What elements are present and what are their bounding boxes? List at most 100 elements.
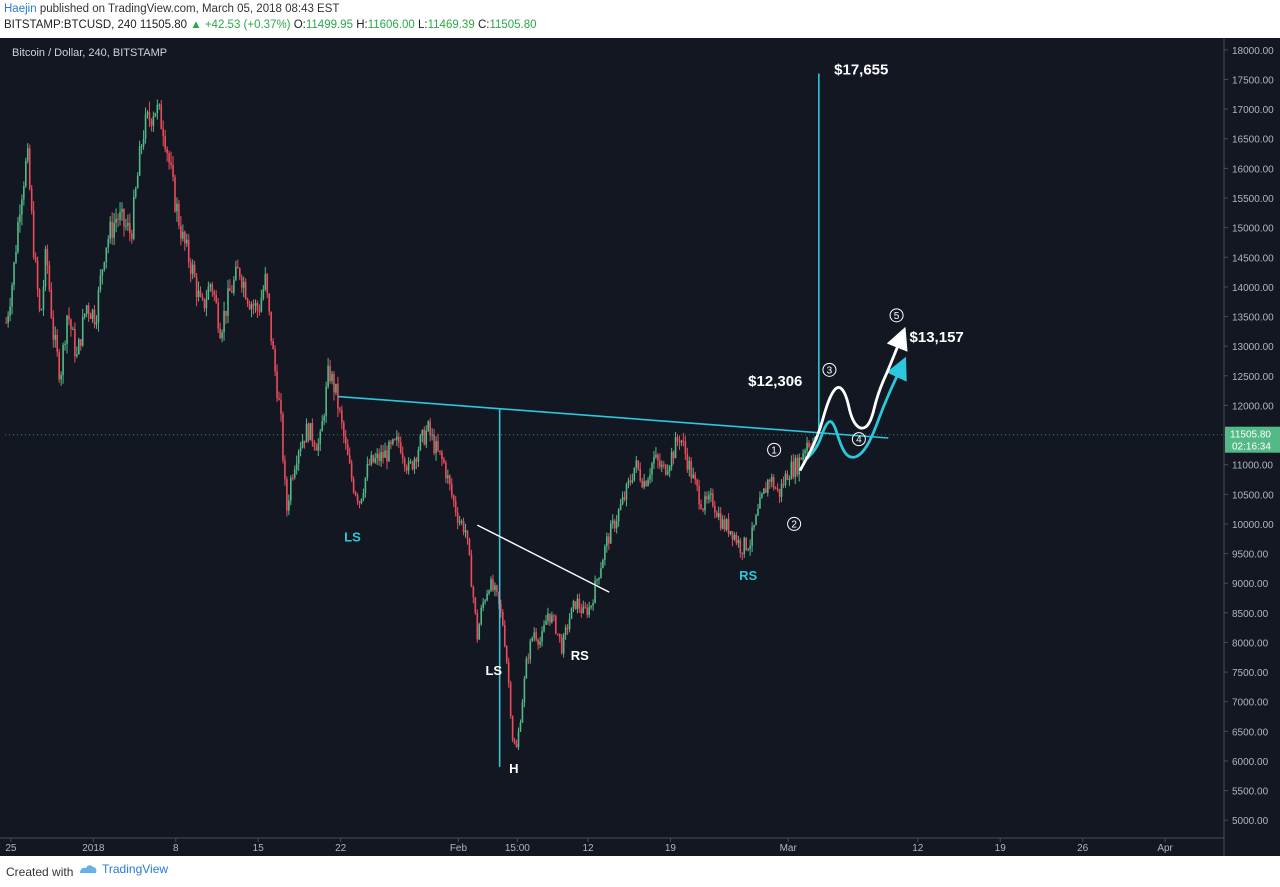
candle-body xyxy=(564,627,567,635)
candle-body xyxy=(668,466,671,472)
candle-body xyxy=(60,374,62,380)
x-tick-label: Apr xyxy=(1157,843,1173,854)
candle-body xyxy=(582,606,585,614)
x-tick-label: 2018 xyxy=(82,843,105,854)
candle-body xyxy=(107,239,110,248)
candle-body xyxy=(804,450,806,454)
candle-body xyxy=(741,552,744,555)
tradingview-link[interactable]: TradingView xyxy=(78,862,168,876)
candle-body xyxy=(162,129,165,137)
candle-body xyxy=(592,603,594,606)
candle-body xyxy=(474,597,477,613)
candle-body xyxy=(464,530,467,533)
y-tick-label: 14000.00 xyxy=(1232,283,1274,294)
candle-body xyxy=(290,477,292,501)
candle-body xyxy=(517,731,520,748)
candle-body xyxy=(623,497,626,500)
candle-body xyxy=(85,305,88,314)
candle-body xyxy=(682,440,685,442)
plot-area xyxy=(5,38,1224,838)
candle-body xyxy=(521,702,524,723)
candle-body xyxy=(437,441,439,451)
candle-body xyxy=(759,497,761,509)
candle-body xyxy=(403,458,406,467)
candle-body xyxy=(765,488,767,493)
y-tick-label: 16500.00 xyxy=(1232,135,1274,146)
wave-label-number: 4 xyxy=(856,435,862,446)
candle-body xyxy=(154,113,157,117)
candle-body xyxy=(327,365,329,387)
candle-body xyxy=(460,521,463,523)
candle-body xyxy=(657,454,659,461)
candle-body xyxy=(625,484,628,500)
y-tick-label: 10000.00 xyxy=(1232,520,1274,531)
candle-body xyxy=(93,309,96,325)
candle-body xyxy=(229,288,231,292)
candle-body xyxy=(643,481,645,488)
candle-body xyxy=(627,480,630,485)
candle-body xyxy=(227,288,229,316)
wave-label-number: 5 xyxy=(894,311,900,322)
candle-body xyxy=(201,296,204,299)
candle-body xyxy=(17,222,19,253)
candle-body xyxy=(735,534,738,544)
candle-body xyxy=(140,146,143,148)
candle-body xyxy=(5,322,7,324)
candle-body xyxy=(81,316,84,346)
candle-body xyxy=(178,203,180,226)
candle-body xyxy=(374,458,377,463)
chart-area[interactable]: $17,655 $13,157 $12,306 LS RS LS H RS 1 2 3 4 5 1800… xyxy=(0,38,1280,856)
chart-footer: Created with TradingView xyxy=(0,856,1280,887)
candle-body xyxy=(549,613,551,623)
candle-body xyxy=(745,537,748,550)
candle-body xyxy=(719,513,722,529)
candle-body xyxy=(205,299,208,309)
candle-body xyxy=(427,421,430,431)
candle-body xyxy=(584,606,587,608)
candle-body xyxy=(199,290,202,297)
candle-body xyxy=(527,658,530,660)
candle-body xyxy=(115,218,117,223)
wave-label-circle xyxy=(851,432,866,447)
candle-body xyxy=(182,231,184,239)
candle-body xyxy=(15,252,17,263)
author-link[interactable]: Haejin xyxy=(4,3,37,15)
y-tick-label: 17000.00 xyxy=(1232,105,1274,116)
candle-body xyxy=(684,441,687,454)
x-tick-label: 26 xyxy=(1077,843,1089,854)
candle-body xyxy=(441,452,443,460)
candle-body xyxy=(164,136,166,149)
candle-body xyxy=(231,291,233,293)
candle-body xyxy=(541,631,543,642)
open-value: 11499.95 xyxy=(305,19,353,31)
candle-body xyxy=(500,603,502,613)
candle-body xyxy=(25,160,27,187)
candle-body xyxy=(356,495,359,502)
candle-body xyxy=(217,302,219,329)
candle-body xyxy=(392,439,394,444)
candle-body xyxy=(594,580,596,604)
candle-body xyxy=(664,464,667,475)
candle-body xyxy=(578,598,581,609)
x-tick-label: 19 xyxy=(665,843,677,854)
candle-body xyxy=(551,615,553,623)
axes-layer: 18000.0017500.0017000.0016500.0016000.00… xyxy=(5,46,1280,854)
candle-body xyxy=(513,740,516,744)
candle-body xyxy=(105,247,108,263)
candle-body xyxy=(221,332,223,339)
y-tick-label: 9500.00 xyxy=(1232,550,1269,561)
candle-body xyxy=(170,162,172,165)
candle-body xyxy=(144,114,147,139)
candle-body xyxy=(472,587,475,598)
candle-body xyxy=(238,268,241,277)
candle-body xyxy=(635,460,638,468)
candle-body xyxy=(606,536,608,547)
candle-body xyxy=(407,461,410,471)
candle-body xyxy=(42,286,45,310)
candle-body xyxy=(237,266,239,269)
candle-body xyxy=(213,291,216,296)
pattern-annotation: $12,306 xyxy=(748,373,802,390)
candle-body xyxy=(761,493,763,498)
candle-body xyxy=(480,607,483,625)
